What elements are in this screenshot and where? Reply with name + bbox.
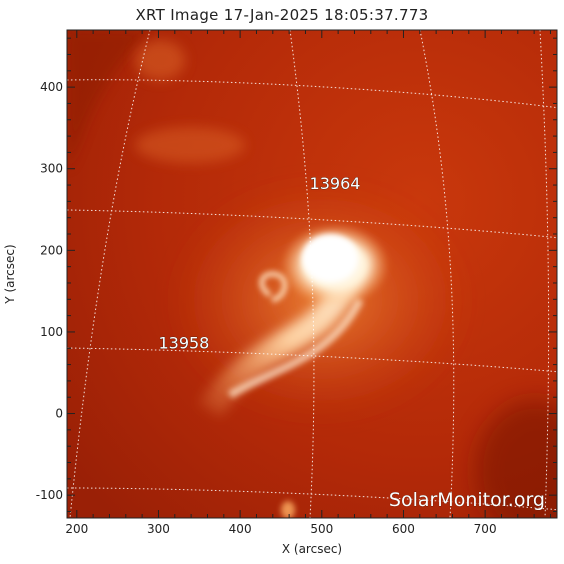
y-tick-label: 300 (40, 162, 63, 176)
region-labels: 13964 13958 (158, 174, 361, 353)
solar-image (67, 30, 557, 518)
faint-feature-top (135, 40, 185, 80)
region-label-13958: 13958 (158, 333, 209, 352)
loop-strand (227, 298, 364, 399)
x-axis-ticks: 200 300 400 500 600 700 (65, 30, 551, 536)
y-tick-label: 0 (55, 407, 63, 421)
x-tick-label: 400 (229, 522, 252, 536)
x-axis-label: X (arcsec) (282, 542, 342, 556)
y-axis-ticks: -100 0 100 200 300 400 (36, 37, 557, 512)
curl-loop (259, 271, 288, 303)
x-tick-label: 200 (65, 522, 88, 536)
footpoint (281, 501, 295, 518)
heliographic-grid (67, 30, 557, 518)
x-tick-label: 500 (310, 522, 333, 536)
faint-loop-upper (135, 127, 245, 163)
y-tick-label: 200 (40, 243, 63, 257)
region-label-13964: 13964 (310, 174, 361, 193)
watermark-text: SolarMonitor.org (389, 489, 545, 511)
limb-shadow (67, 30, 150, 170)
y-axis-label: Y (arcsec) (3, 244, 17, 304)
y-tick-label: 400 (40, 80, 63, 94)
plot-frame (66, 29, 558, 519)
x-tick-label: 700 (474, 522, 497, 536)
plot-title: XRT Image 17-Jan-2025 18:05:37.773 (135, 6, 429, 24)
x-tick-label: 600 (392, 522, 415, 536)
y-tick-label: -100 (36, 488, 63, 502)
flare-kernel (302, 234, 358, 282)
x-tick-label: 300 (147, 522, 170, 536)
dark-region (475, 400, 557, 518)
y-tick-label: 100 (40, 325, 63, 339)
